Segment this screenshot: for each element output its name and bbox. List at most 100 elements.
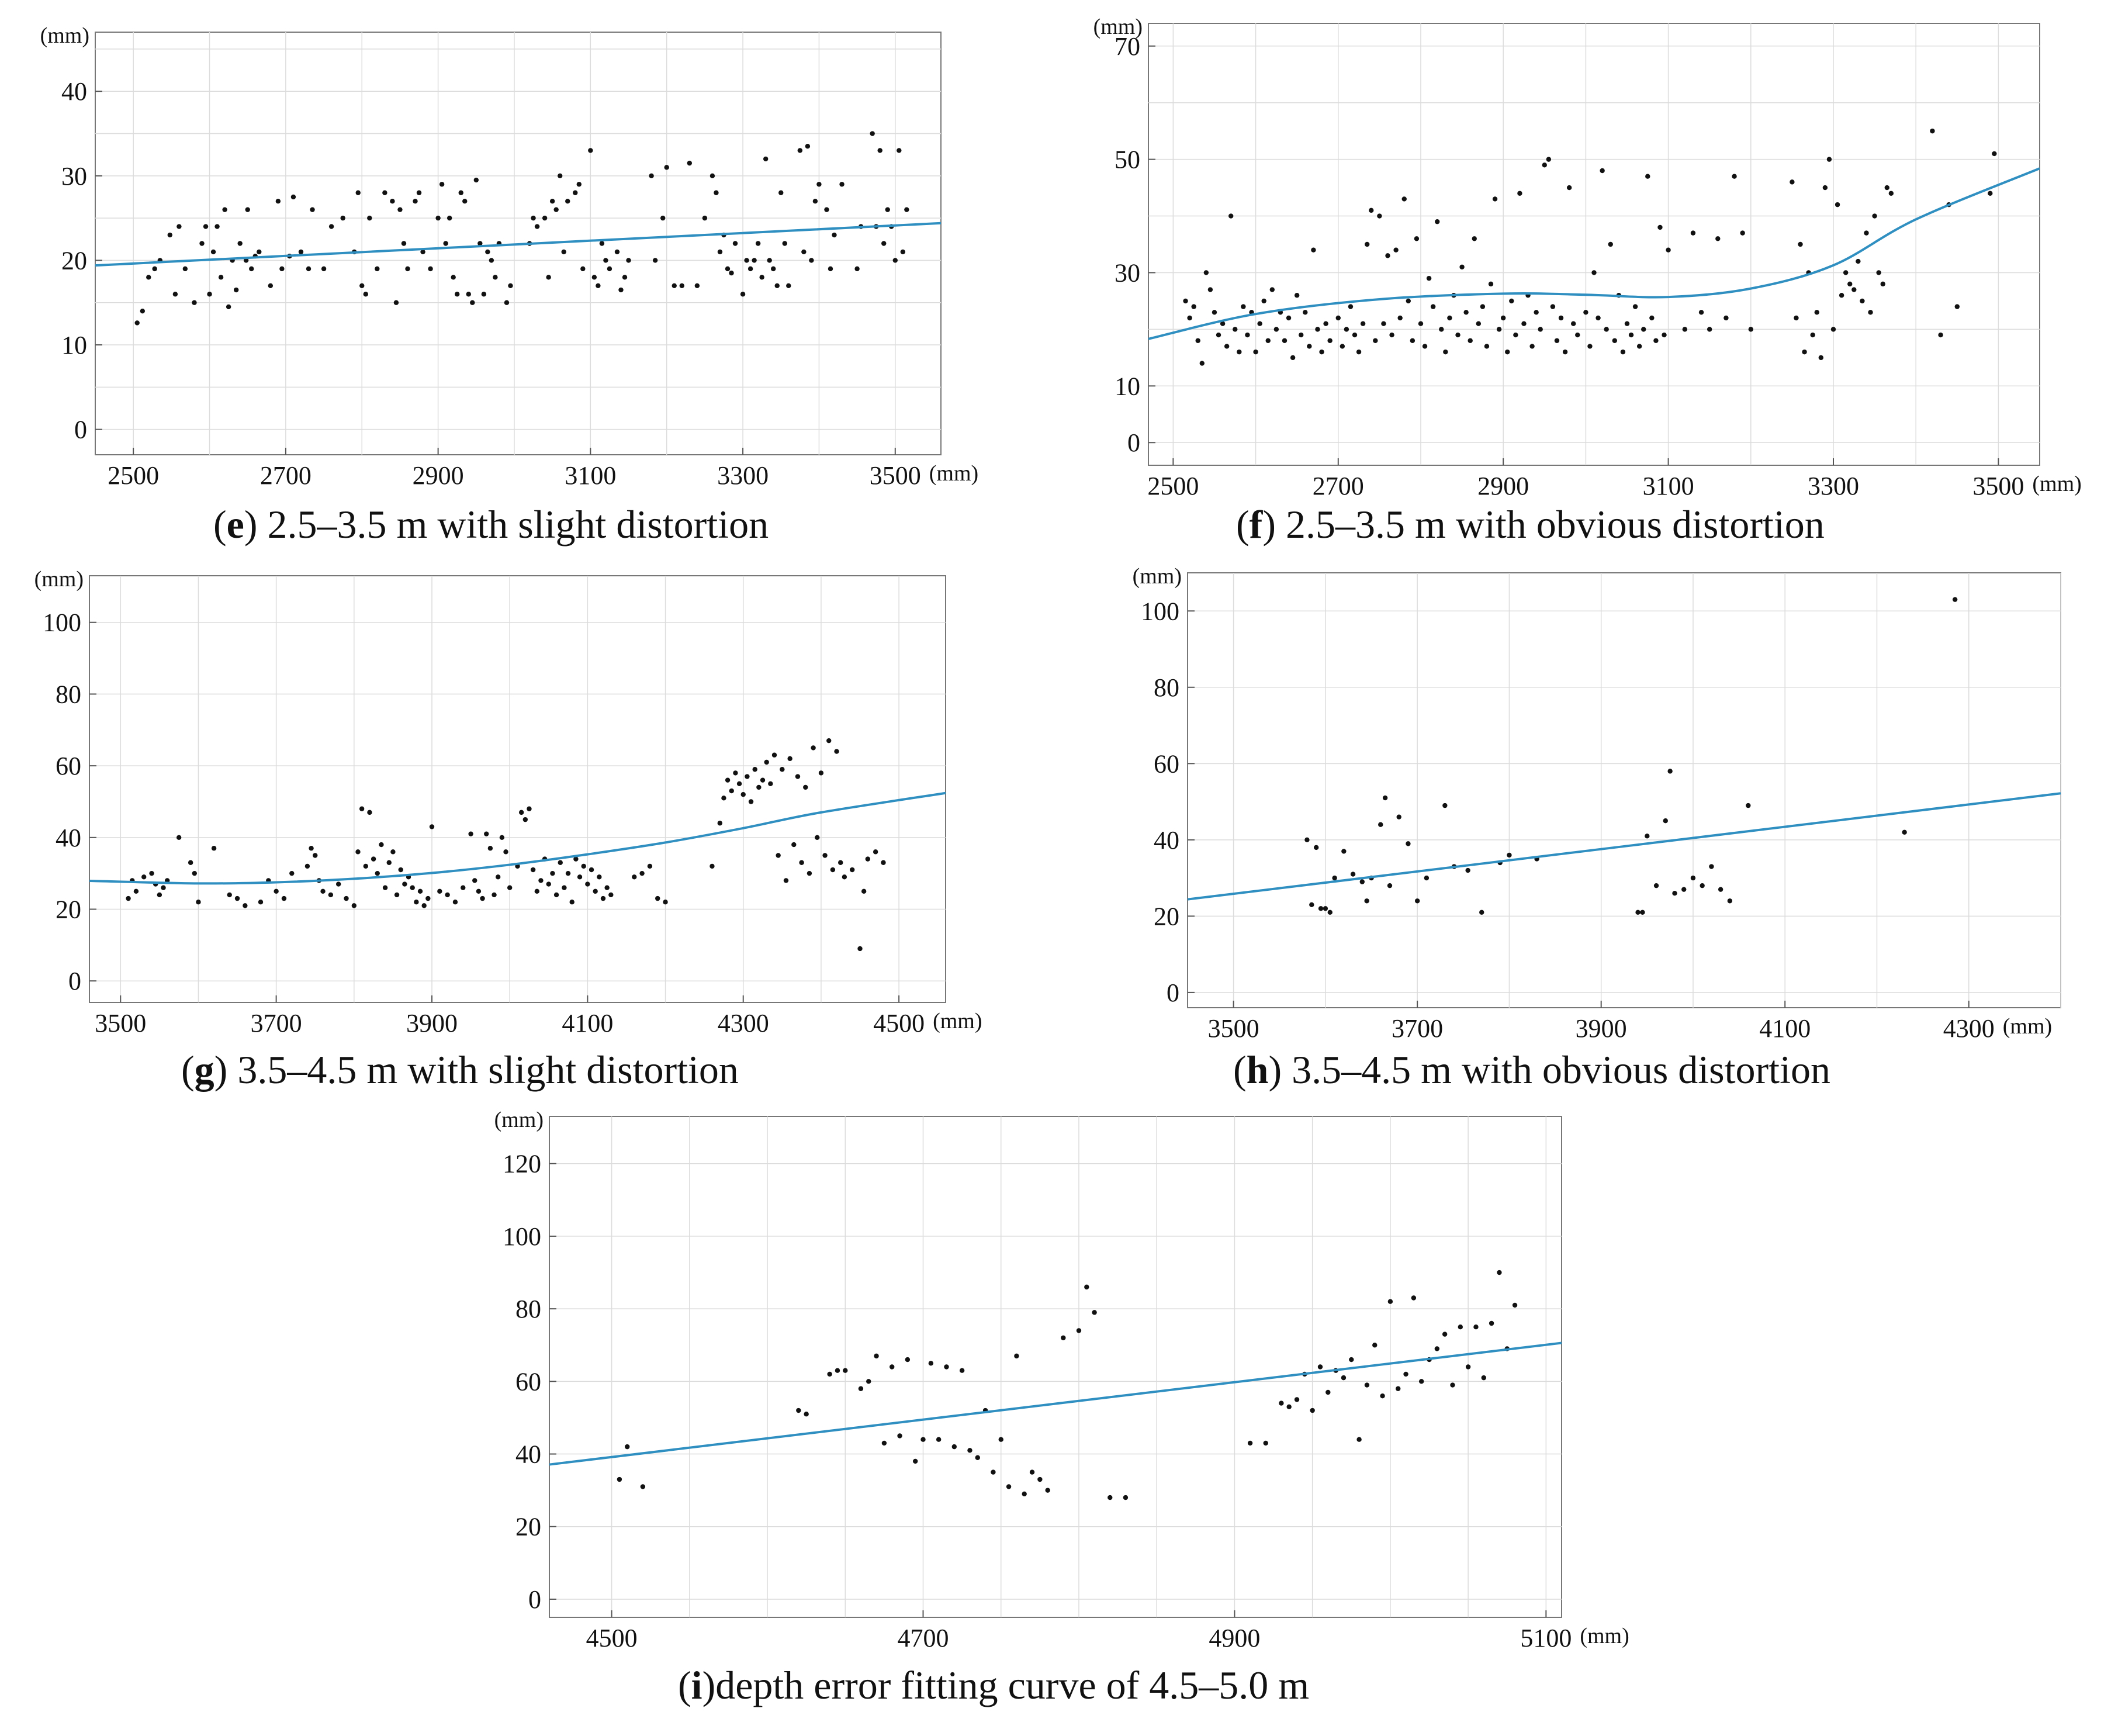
data-point [912,1458,918,1464]
data-point [429,824,435,829]
grid-h [1188,573,2061,1008]
data-point [410,885,415,890]
data-point [881,241,887,246]
data-point [745,774,750,779]
data-point [710,173,715,179]
data-point [1667,769,1673,774]
data-point [1570,321,1576,326]
data-point [1327,338,1333,343]
data-point [809,258,814,263]
data-point [134,320,140,326]
data-point [335,881,341,887]
data-point [557,173,563,179]
data-point [1988,191,1993,196]
data-point [736,781,742,786]
data-point [822,853,828,858]
data-point [416,190,422,195]
data-point [1061,1335,1066,1341]
data-point [289,870,295,876]
data-point [437,888,442,894]
x-tick-label: 2700 [260,461,312,490]
x-tick-label: 2500 [1147,472,1199,500]
data-point [1430,304,1436,309]
caption-label: f [1250,502,1264,547]
data-point [759,275,764,280]
data-point [549,199,555,204]
data-point [649,173,654,179]
data-point [1653,883,1659,888]
data-point [199,241,205,246]
data-point [998,1437,1003,1442]
data-point [1332,875,1337,881]
data-point [732,241,738,246]
x-tick-label: 4300 [718,1009,769,1038]
data-point [1740,230,1745,236]
data-point [1382,795,1388,801]
y-tick-label: 0 [74,416,87,444]
y-tick-label: 10 [61,331,87,359]
data-point [600,895,606,901]
data-point [1265,338,1271,343]
data-point [858,1386,864,1391]
data-point [892,258,898,263]
panel-h: 3500 3700 3900 4100 4300 0 20 40 60 80 100 (mm) (mm)… [1133,564,2061,1092]
data-point [1802,349,1807,355]
data-point [573,190,578,195]
data-point [1344,327,1349,332]
fitting-curve-g [89,791,946,885]
x-tick-label: 3100 [565,461,616,490]
data-point [1356,349,1362,355]
data-point [344,895,349,901]
x-unit-label: (mm) [933,1009,982,1033]
data-point [1497,1270,1502,1275]
data-point [1455,332,1460,338]
data-point [1318,906,1324,911]
caption-text: 3.5–4.5 m with obvious distortion [1292,1047,1830,1092]
data-point [480,895,485,901]
data-point [210,249,216,255]
data-point [803,784,808,790]
data-point [439,182,445,187]
data-point [1880,281,1885,287]
data-point [1856,258,1861,264]
data-point [655,895,660,901]
data-point [249,266,254,272]
data-point [717,821,722,826]
x-tick-label: 3900 [1576,1014,1627,1043]
y-tick-label: 40 [61,77,87,106]
data-point [576,182,582,187]
x-tick-label: 3500 [1972,472,2024,500]
data-point [1952,597,1958,602]
data-point [1447,315,1452,321]
data-point [874,1353,879,1359]
caption-f: (f) 2.5–3.5 m with obvious distortion [1236,502,1825,547]
data-point [531,215,536,221]
data-point [1341,1375,1347,1381]
data-point [755,241,761,246]
data-point [1372,1343,1378,1348]
data-point [1479,910,1484,915]
data-point [1517,191,1522,196]
data-point [1864,230,1869,236]
data-point [1303,310,1308,315]
data-point [1554,338,1560,343]
data-point [936,1437,942,1442]
data-point [1465,867,1470,873]
data-point [1123,1495,1129,1500]
data-point [503,849,508,855]
data-point [1794,315,1799,321]
caption-g: (g) 3.5–4.5 m with slight distortion [181,1047,739,1092]
data-point [854,266,860,272]
data-point [1635,910,1641,915]
data-point [1286,315,1292,321]
data-point [375,870,380,876]
x-tick-label: 3700 [1392,1014,1443,1043]
data-point [714,190,719,195]
data-point [1327,910,1333,915]
data-point [420,249,425,255]
data-point [218,275,224,280]
data-point [900,249,906,255]
data-point [313,853,318,858]
data-point [1690,875,1696,881]
data-point [1257,321,1262,326]
